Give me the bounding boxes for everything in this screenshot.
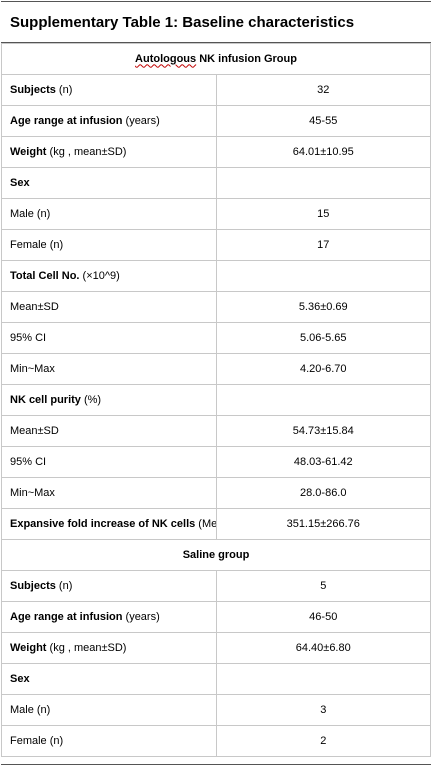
row-label: Total Cell No. (×10^9) bbox=[1, 260, 217, 292]
table-row: Min~Max 28.0-86.0 bbox=[1, 477, 431, 509]
label-unit: (years) bbox=[122, 610, 160, 623]
nk-group-header-prefix: Autologous bbox=[135, 52, 197, 65]
row-label: Min~Max bbox=[1, 477, 217, 509]
table-row: 95% CI 5.06-5.65 bbox=[1, 322, 431, 354]
table-row: Female (n) 2 bbox=[1, 725, 431, 757]
row-label: Subjects (n) bbox=[1, 570, 217, 602]
row-value: 3 bbox=[215, 694, 431, 726]
table-row: Sex bbox=[1, 663, 431, 695]
row-value bbox=[215, 663, 431, 695]
table-row: Mean±SD 54.73±15.84 bbox=[1, 415, 431, 447]
row-label: Mean±SD bbox=[1, 415, 217, 447]
row-value: 351.15±266.76 bbox=[215, 508, 431, 540]
row-label: Age range at infusion (years) bbox=[1, 601, 217, 633]
table-row: Age range at infusion (years) 45-55 bbox=[1, 105, 431, 137]
row-label: 95% CI bbox=[1, 446, 217, 478]
row-value: 45-55 bbox=[215, 105, 431, 137]
row-label: Weight (kg , mean±SD) bbox=[1, 632, 217, 664]
row-value bbox=[215, 167, 431, 199]
row-value: 64.40±6.80 bbox=[215, 632, 431, 664]
label-text: Age range at infusion bbox=[10, 114, 123, 127]
table-row: Age range at infusion (years) 46-50 bbox=[1, 601, 431, 633]
table-row: Subjects (n) 5 bbox=[1, 570, 431, 602]
saline-group-header-row: Saline group bbox=[1, 539, 431, 571]
label-unit: (%) bbox=[80, 393, 102, 406]
row-value: 64.01±10.95 bbox=[215, 136, 431, 168]
label-unit: (n) bbox=[55, 83, 73, 96]
label-text: Weight bbox=[10, 641, 47, 654]
table-row: Subjects (n) 32 bbox=[1, 74, 431, 106]
label-text: Subjects bbox=[10, 579, 56, 592]
row-label: Female (n) bbox=[1, 725, 217, 757]
saline-group-header: Saline group bbox=[1, 539, 431, 571]
row-value: 4.20-6.70 bbox=[215, 353, 431, 385]
table-row: Mean±SD 5.36±0.69 bbox=[1, 291, 431, 323]
row-value: 15 bbox=[215, 198, 431, 230]
label-text: Expansive fold increase of NK cells bbox=[10, 517, 196, 530]
row-value bbox=[215, 260, 431, 292]
row-label: Sex bbox=[1, 167, 217, 199]
label-text: Weight bbox=[10, 145, 47, 158]
row-label: Male (n) bbox=[1, 694, 217, 726]
row-value: 2 bbox=[215, 725, 431, 757]
table-row: Female (n) 17 bbox=[1, 229, 431, 261]
label-unit: (n) bbox=[55, 579, 73, 592]
table-row: NK cell purity (%) bbox=[1, 384, 431, 416]
row-value: 54.73±15.84 bbox=[215, 415, 431, 447]
row-value: 28.0-86.0 bbox=[215, 477, 431, 509]
label-text: Total Cell No. bbox=[10, 269, 80, 282]
row-label: 95% CI bbox=[1, 322, 217, 354]
table-row: Min~Max 4.20-6.70 bbox=[1, 353, 431, 385]
label-unit: (kg , mean±SD) bbox=[46, 145, 127, 158]
row-value bbox=[215, 384, 431, 416]
row-label: Weight (kg , mean±SD) bbox=[1, 136, 217, 168]
row-value: 5 bbox=[215, 570, 431, 602]
row-value: 48.03-61.42 bbox=[215, 446, 431, 478]
table-row: 95% CI 48.03-61.42 bbox=[1, 446, 431, 478]
row-value: 5.36±0.69 bbox=[215, 291, 431, 323]
table-row: Male (n) 15 bbox=[1, 198, 431, 230]
label-unit: (kg , mean±SD) bbox=[46, 641, 127, 654]
label-unit: (years) bbox=[122, 114, 160, 127]
row-label: Male (n) bbox=[1, 198, 217, 230]
row-value: 46-50 bbox=[215, 601, 431, 633]
table-row: Sex bbox=[1, 167, 431, 199]
label-unit: (×10^9) bbox=[79, 269, 120, 282]
row-label: Min~Max bbox=[1, 353, 217, 385]
label-text: NK cell purity bbox=[10, 393, 81, 406]
label-text: Age range at infusion bbox=[10, 610, 123, 623]
nk-group-header-row: Autologous NK infusion Group bbox=[1, 43, 431, 75]
row-label: NK cell purity (%) bbox=[1, 384, 217, 416]
row-value: 17 bbox=[215, 229, 431, 261]
nk-group-header: Autologous NK infusion Group bbox=[1, 43, 431, 75]
table-title: Supplementary Table 1: Baseline characte… bbox=[1, 1, 431, 43]
row-label: Mean±SD bbox=[1, 291, 217, 323]
row-label: Subjects (n) bbox=[1, 74, 217, 106]
row-value: 5.06-5.65 bbox=[215, 322, 431, 354]
nk-group-header-rest: NK infusion Group bbox=[196, 52, 297, 65]
label-text: Subjects bbox=[10, 83, 56, 96]
table-row: Male (n) 3 bbox=[1, 694, 431, 726]
label-text: Sex bbox=[10, 672, 30, 685]
bottom-rule bbox=[1, 764, 431, 765]
row-label: Female (n) bbox=[1, 229, 217, 261]
row-label: Sex bbox=[1, 663, 217, 695]
document-page: Supplementary Table 1: Baseline characte… bbox=[1, 1, 431, 757]
baseline-table: Autologous NK infusion Group Subjects (n… bbox=[1, 43, 431, 757]
table-row: Total Cell No. (×10^9) bbox=[1, 260, 431, 292]
row-value: 32 bbox=[215, 74, 431, 106]
row-label: Expansive fold increase of NK cells (Mea… bbox=[1, 508, 217, 540]
table-row: Expansive fold increase of NK cells (Mea… bbox=[1, 508, 431, 540]
table-row: Weight (kg , mean±SD) 64.01±10.95 bbox=[1, 136, 431, 168]
label-unit: (Mean±SD) bbox=[198, 517, 215, 530]
row-label: Age range at infusion (years) bbox=[1, 105, 217, 137]
table-row: Weight (kg , mean±SD) 64.40±6.80 bbox=[1, 632, 431, 664]
label-text: Sex bbox=[10, 176, 30, 189]
